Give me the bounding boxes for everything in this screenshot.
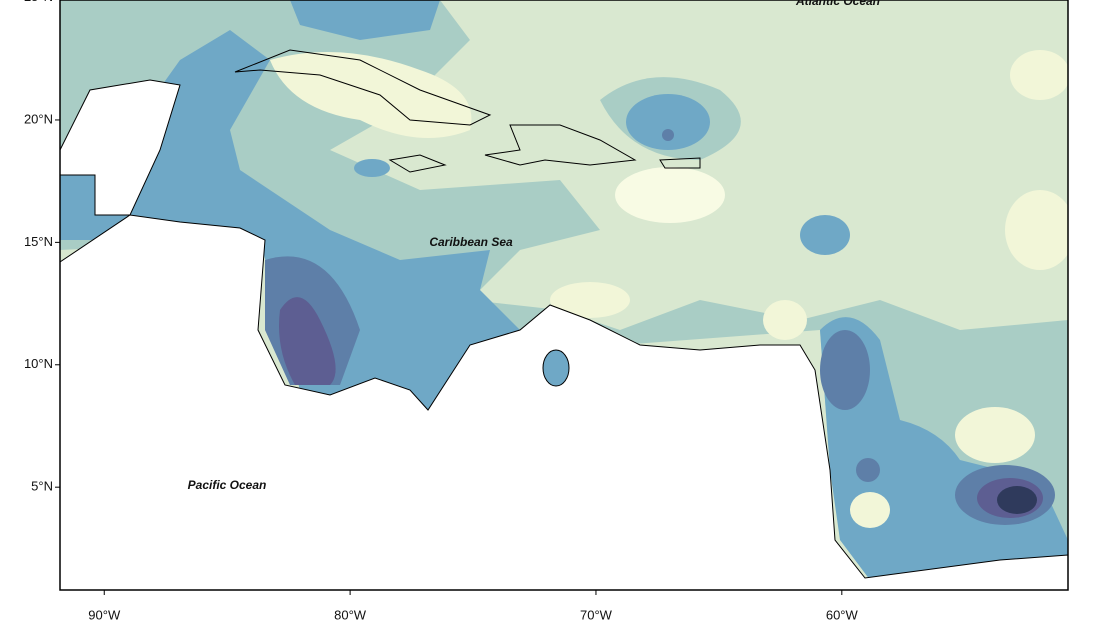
island bbox=[388, 154, 447, 173]
y-tick-label: 5°N bbox=[31, 479, 53, 494]
contour-purple bbox=[279, 297, 336, 385]
plot-frame bbox=[59, 0, 1069, 591]
contour-blue bbox=[800, 215, 850, 255]
y-tick-label: 20°N bbox=[24, 111, 53, 126]
sea-label: Pacific Ocean bbox=[188, 478, 267, 492]
island bbox=[234, 49, 492, 126]
x-tick-label: 70°W bbox=[580, 607, 613, 622]
map-field bbox=[60, 0, 1068, 590]
contour-blue bbox=[626, 94, 710, 150]
sea-label: Atlantic Ocean bbox=[795, 0, 880, 8]
contour-blue bbox=[290, 0, 440, 40]
x-tick-label: 60°W bbox=[826, 607, 859, 622]
axes: 90°W 80°W 70°W 60°W 5°N 10°N 15°N 20°N 25°N bbox=[24, 0, 859, 622]
contour-dark bbox=[662, 129, 674, 141]
lake bbox=[542, 349, 570, 387]
y-tick-label: 25°N bbox=[24, 0, 53, 4]
y-tick-label: 15°N bbox=[24, 234, 53, 249]
contour-pale bbox=[1005, 190, 1068, 270]
contour-pale bbox=[850, 492, 890, 528]
contour-blue bbox=[60, 30, 520, 410]
land bbox=[60, 214, 1068, 590]
contour-dark bbox=[820, 330, 870, 410]
contour-dark bbox=[856, 458, 880, 482]
contour-pale bbox=[270, 52, 472, 138]
contour-pale bbox=[1010, 50, 1068, 100]
x-tick-label: 80°W bbox=[334, 607, 367, 622]
y-tick-label: 10°N bbox=[24, 356, 53, 371]
contour-teal bbox=[60, 0, 1068, 580]
contour-navy bbox=[997, 486, 1037, 514]
contour-pale bbox=[955, 407, 1035, 463]
contour-pale bbox=[550, 282, 630, 318]
contour-pale bbox=[763, 300, 807, 340]
x-tick-label: 90°W bbox=[88, 607, 121, 622]
island bbox=[484, 124, 637, 166]
contour-blue bbox=[354, 159, 390, 177]
island bbox=[659, 157, 701, 169]
sea-label: Caribbean Sea bbox=[429, 235, 513, 249]
contour-pale bbox=[615, 167, 725, 223]
land bbox=[60, 79, 181, 216]
